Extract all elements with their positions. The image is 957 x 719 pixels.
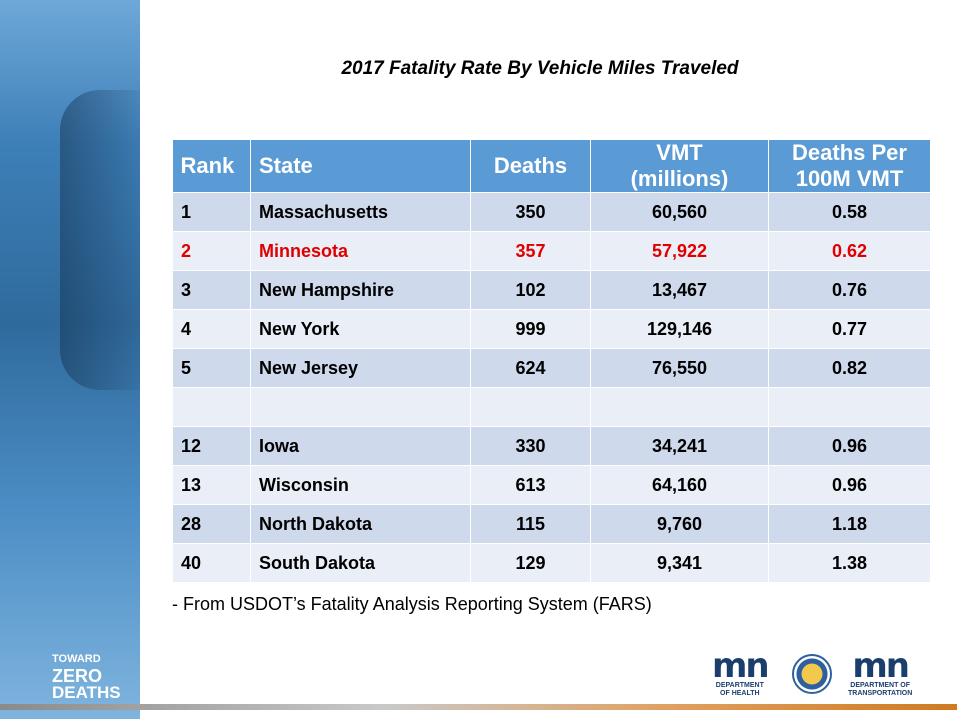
- column-header: Rank: [173, 140, 251, 193]
- table-cell: Wisconsin: [251, 466, 471, 505]
- logo-text: DEPARTMENT OF HEALTH: [712, 682, 768, 698]
- table-cell: Iowa: [251, 427, 471, 466]
- table-cell: 64,160: [591, 466, 769, 505]
- table-cell: 2: [173, 232, 251, 271]
- table-cell: New York: [251, 310, 471, 349]
- table-cell: 13,467: [591, 271, 769, 310]
- sidebar-image: [0, 0, 140, 719]
- table-cell: 60,560: [591, 193, 769, 232]
- empty-cell: [769, 388, 931, 427]
- health-logo: mn DEPARTMENT OF HEALTH: [712, 650, 768, 698]
- toward-zero-deaths-logo: TOWARD ZERO DEATHS: [52, 652, 121, 700]
- table-cell: 0.58: [769, 193, 931, 232]
- table-cell: 12: [173, 427, 251, 466]
- logo-text: TOWARD: [52, 652, 121, 667]
- table-cell: 1.18: [769, 505, 931, 544]
- table-cell: 5: [173, 349, 251, 388]
- table-cell: 76,550: [591, 349, 769, 388]
- table-cell: 350: [471, 193, 591, 232]
- table-cell: 0.76: [769, 271, 931, 310]
- footnote: - From USDOT’s Fatality Analysis Reporti…: [172, 594, 652, 615]
- table-cell: 0.96: [769, 466, 931, 505]
- table-cell: 129,146: [591, 310, 769, 349]
- table-cell: Massachusetts: [251, 193, 471, 232]
- table-cell: South Dakota: [251, 544, 471, 583]
- table-cell: 9,760: [591, 505, 769, 544]
- footer-bar: [0, 704, 957, 710]
- table-cell: 34,241: [591, 427, 769, 466]
- table-cell: 9,341: [591, 544, 769, 583]
- column-header: State: [251, 140, 471, 193]
- column-header: Deaths Per 100M VMT: [769, 140, 931, 193]
- table-cell: 57,922: [591, 232, 769, 271]
- logo-text: DEPARTMENT OF TRANSPORTATION: [848, 682, 912, 698]
- table-cell: 4: [173, 310, 251, 349]
- empty-cell: [173, 388, 251, 427]
- table-cell: 0.62: [769, 232, 931, 271]
- table-cell: Minnesota: [251, 232, 471, 271]
- logo-mark: mn: [712, 650, 768, 682]
- table-cell: 613: [471, 466, 591, 505]
- table-cell: 0.96: [769, 427, 931, 466]
- transportation-logo: mn DEPARTMENT OF TRANSPORTATION: [848, 650, 912, 698]
- table-cell: North Dakota: [251, 505, 471, 544]
- table-row: [173, 388, 931, 427]
- table-cell: 357: [471, 232, 591, 271]
- empty-cell: [251, 388, 471, 427]
- table-cell: 102: [471, 271, 591, 310]
- table-cell: 624: [471, 349, 591, 388]
- table-cell: 0.82: [769, 349, 931, 388]
- logo-text: DEATHS: [52, 685, 121, 700]
- column-header: VMT (millions): [591, 140, 769, 193]
- logo-mark: mn: [848, 650, 912, 682]
- table-cell: 1.38: [769, 544, 931, 583]
- slide: 2017 Fatality Rate By Vehicle Miles Trav…: [0, 0, 957, 719]
- table-cell: 0.77: [769, 310, 931, 349]
- empty-cell: [591, 388, 769, 427]
- table-cell: 129: [471, 544, 591, 583]
- column-header: Deaths: [471, 140, 591, 193]
- table-cell: 1: [173, 193, 251, 232]
- table-cell: 40: [173, 544, 251, 583]
- table-cell: New Hampshire: [251, 271, 471, 310]
- table-cell: 28: [173, 505, 251, 544]
- table-cell: 999: [471, 310, 591, 349]
- slide-title: 2017 Fatality Rate By Vehicle Miles Trav…: [150, 58, 930, 80]
- empty-cell: [471, 388, 591, 427]
- table-cell: 3: [173, 271, 251, 310]
- table-cell: 330: [471, 427, 591, 466]
- state-seal: [792, 654, 832, 694]
- table-cell: 13: [173, 466, 251, 505]
- table-cell: New Jersey: [251, 349, 471, 388]
- table-cell: 115: [471, 505, 591, 544]
